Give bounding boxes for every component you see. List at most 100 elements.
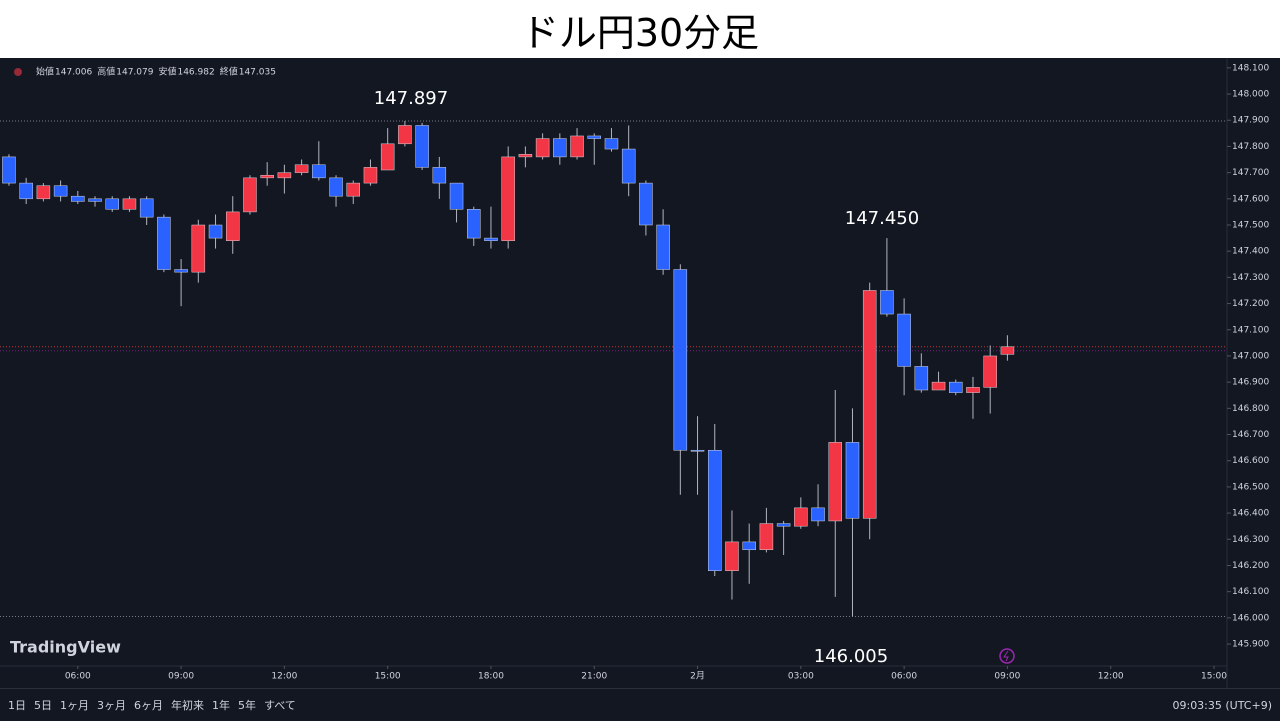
candle-body (432, 167, 447, 184)
candle-body (415, 125, 429, 168)
range-button[interactable]: 1年 (212, 699, 230, 712)
ohlc-label: 高値 (97, 66, 115, 78)
candle-body (398, 125, 412, 145)
x-tick-label: 12:00 (1098, 672, 1124, 682)
y-tick-label: 147.900 (1232, 116, 1269, 126)
alert-icon[interactable] (999, 648, 1015, 664)
chart-background (0, 58, 1280, 688)
ohlc-label: 終値 (220, 66, 238, 78)
candle-body (139, 198, 154, 218)
candle-body (914, 366, 929, 391)
candle-body (19, 182, 33, 200)
x-tick-label: 09:00 (168, 672, 194, 682)
candle-body (880, 290, 894, 315)
candle-body (294, 164, 309, 173)
candle-body (208, 224, 223, 239)
candle-body (243, 177, 257, 213)
candle-body (725, 541, 739, 571)
y-tick-label: 146.700 (1232, 430, 1269, 440)
candle-body (708, 449, 722, 571)
candle-body (174, 269, 188, 273)
range-button[interactable]: 5日 (34, 699, 52, 712)
ohlc-value: 147.079 (116, 68, 153, 78)
range-button[interactable]: 1ヶ月 (60, 699, 89, 712)
candle-body (794, 507, 808, 527)
candle-body (501, 156, 515, 241)
x-tick-label: 21:00 (581, 672, 607, 682)
candle-body (191, 224, 206, 273)
x-tick-label: 12:00 (271, 672, 297, 682)
candle-body (535, 138, 550, 158)
candle-body (931, 381, 946, 391)
range-button[interactable]: 3ヶ月 (97, 699, 126, 712)
candle-body (966, 387, 980, 393)
peak-annotation: 147.450 (845, 208, 919, 229)
candle-body (105, 198, 119, 210)
candle-body (845, 442, 860, 519)
symbol-icon (14, 68, 22, 76)
candle-body (2, 156, 16, 184)
x-tick-label: 15:00 (1201, 672, 1227, 682)
ohlc-legend: 始値 147.006 高値 147.079 安値 146.982 終値 147.035 (36, 66, 276, 78)
clock: 09:03:35 (UTC+9) (1172, 699, 1272, 712)
candle-body (828, 442, 843, 522)
ohlc-value: 147.006 (55, 68, 92, 78)
y-tick-label: 147.000 (1232, 351, 1269, 361)
x-tick-label: 09:00 (994, 672, 1020, 682)
y-tick-label: 147.300 (1232, 273, 1269, 283)
candle-body (346, 182, 360, 197)
low-annotation: 146.005 (814, 646, 888, 667)
candle-body (53, 185, 68, 197)
y-tick-label: 146.200 (1232, 561, 1269, 571)
y-tick-label: 146.100 (1232, 587, 1269, 597)
range-button[interactable]: 1日 (8, 699, 26, 712)
chart: 147.897 147.450 146.005 TradingView 始値 14… (0, 58, 1280, 688)
y-tick-label: 147.800 (1232, 142, 1269, 152)
y-tick-label: 146.800 (1232, 404, 1269, 414)
range-button[interactable]: 5年 (238, 699, 256, 712)
y-tick-label: 147.600 (1232, 194, 1269, 204)
candle-body (587, 135, 602, 139)
candle-body (157, 216, 171, 270)
candle-body (897, 313, 911, 367)
x-tick-label: 06:00 (891, 672, 917, 682)
ohlc-value: 147.035 (239, 68, 276, 78)
y-tick-label: 146.900 (1232, 378, 1269, 388)
candle-body (363, 167, 378, 184)
candle-body (122, 198, 137, 210)
y-tick-label: 147.500 (1232, 221, 1269, 231)
y-tick-label: 146.000 (1232, 613, 1269, 623)
candle-body (553, 138, 567, 158)
candle-body (380, 143, 395, 171)
candle-body (949, 381, 963, 393)
y-tick-label: 146.400 (1232, 509, 1269, 519)
ohlc-value: 146.982 (177, 68, 214, 78)
y-tick-label: 146.500 (1232, 482, 1269, 492)
candle-body (621, 148, 636, 184)
range-button[interactable]: すべて (264, 699, 296, 712)
candle-body (656, 224, 670, 270)
candle-body (277, 172, 292, 179)
y-tick-label: 148.100 (1232, 63, 1269, 73)
candle-body (36, 185, 51, 200)
candle-body (88, 198, 102, 202)
y-tick-label: 147.100 (1232, 325, 1269, 335)
range-button[interactable]: 6ヶ月 (134, 699, 163, 712)
y-tick-label: 145.900 (1232, 640, 1269, 650)
x-tick-label: 15:00 (375, 672, 401, 682)
candle-body (862, 290, 877, 519)
brand-logo: TradingView (10, 638, 121, 657)
y-tick-label: 146.600 (1232, 456, 1269, 466)
alert-bolt (1003, 650, 1009, 662)
high-annotation: 147.897 (374, 88, 448, 109)
range-button[interactable]: 年初来 (171, 699, 204, 712)
candle-body (329, 177, 343, 197)
candle-body (811, 507, 825, 522)
x-tick-label: 03:00 (788, 672, 814, 682)
y-tick-label: 147.400 (1232, 247, 1269, 257)
candle-body (260, 174, 274, 179)
y-tick-label: 148.000 (1232, 90, 1269, 100)
candle-body (466, 209, 481, 239)
candle-body (225, 211, 240, 241)
candle-body (776, 523, 791, 527)
